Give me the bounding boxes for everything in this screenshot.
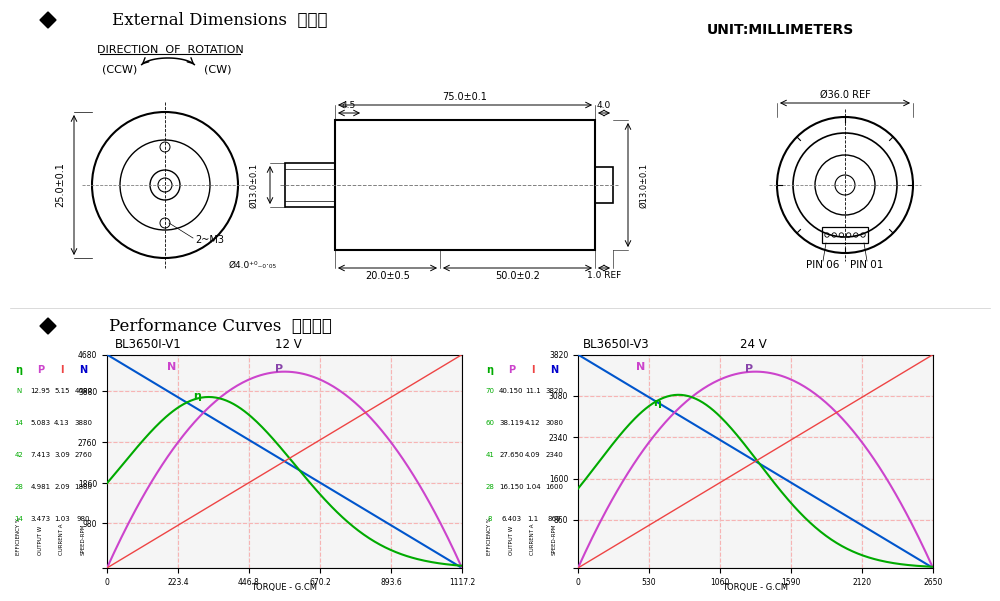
Text: 42: 42 [14, 452, 23, 458]
Text: Ø13.0±0.1: Ø13.0±0.1 [640, 162, 648, 207]
Text: CURRENT A: CURRENT A [530, 523, 535, 555]
Text: 4.13: 4.13 [54, 420, 70, 426]
Text: 16.150: 16.150 [499, 484, 524, 490]
Text: 7.413: 7.413 [30, 452, 50, 458]
Text: CURRENT A: CURRENT A [59, 523, 64, 555]
Text: 2760: 2760 [75, 452, 92, 458]
Text: External Dimensions  外形图: External Dimensions 外形图 [112, 11, 328, 28]
Text: 12.95: 12.95 [30, 388, 50, 394]
Text: P: P [275, 364, 284, 374]
Text: N: N [79, 365, 88, 374]
Text: 2.09: 2.09 [54, 484, 70, 490]
Text: N: N [16, 388, 21, 394]
Text: η: η [193, 391, 201, 401]
Text: η: η [15, 365, 22, 374]
Text: Ø13.0±0.1: Ø13.0±0.1 [250, 162, 258, 207]
Text: 1.0 REF: 1.0 REF [587, 272, 621, 281]
Text: 3820: 3820 [546, 388, 563, 394]
Text: 860: 860 [548, 516, 561, 522]
Text: 1.03: 1.03 [54, 516, 70, 522]
Text: η: η [653, 398, 661, 408]
Text: 40.150: 40.150 [499, 388, 524, 394]
Bar [285, 163, 335, 207]
Text: 3.09: 3.09 [54, 452, 70, 458]
Text: EFFICIENCY %: EFFICIENCY % [16, 517, 21, 555]
Text: 60: 60 [485, 420, 494, 426]
Text: 50.0±0.2: 50.0±0.2 [495, 271, 540, 281]
Text: 8: 8 [488, 516, 492, 522]
Text: 28: 28 [14, 484, 23, 490]
X-axis label: TORQUE - G.CM: TORQUE - G.CM [252, 583, 318, 592]
Text: 2340: 2340 [546, 452, 563, 458]
X-axis label: TORQUE - G.CM: TORQUE - G.CM [722, 583, 788, 592]
Text: BL3650I-V3: BL3650I-V3 [583, 338, 650, 350]
Bar [335, 120, 595, 250]
Text: N: N [636, 362, 645, 371]
Text: (CCW): (CCW) [102, 65, 138, 75]
Text: 6.403: 6.403 [501, 516, 521, 522]
Text: P: P [508, 365, 515, 374]
Text: PIN 01: PIN 01 [850, 260, 884, 270]
Text: OUTPUT W: OUTPUT W [509, 526, 514, 555]
Text: 70: 70 [485, 388, 494, 394]
Text: I: I [60, 365, 64, 374]
Text: 4680: 4680 [75, 388, 92, 394]
Text: P: P [745, 364, 754, 374]
Text: DIRECTION  OF  ROTATION: DIRECTION OF ROTATION [97, 45, 243, 55]
Text: N: N [167, 362, 177, 371]
Text: 3.473: 3.473 [30, 516, 50, 522]
Text: BL3650I-V1: BL3650I-V1 [115, 338, 182, 350]
Text: 980: 980 [77, 516, 90, 522]
Text: 1600: 1600 [545, 484, 563, 490]
Text: 38.119: 38.119 [499, 420, 524, 426]
Text: 1.04: 1.04 [525, 484, 541, 490]
Text: 3880: 3880 [74, 420, 92, 426]
Text: UNIT:MILLIMETERS: UNIT:MILLIMETERS [706, 23, 854, 37]
Text: 24 V: 24 V [740, 338, 767, 350]
Text: 2~M3: 2~M3 [195, 235, 224, 245]
Text: SPEED-RPM: SPEED-RPM [552, 523, 557, 555]
Text: N: N [550, 365, 559, 374]
Text: EFFICIENCY %: EFFICIENCY % [487, 517, 492, 555]
Text: 14: 14 [14, 516, 23, 522]
Text: 11.1: 11.1 [525, 388, 541, 394]
Text: 14: 14 [14, 420, 23, 426]
Polygon shape [40, 318, 56, 334]
Text: 5.083: 5.083 [30, 420, 50, 426]
Text: Performance Curves  性能曲线: Performance Curves 性能曲线 [109, 317, 331, 335]
Text: 20.0±0.5: 20.0±0.5 [365, 271, 410, 281]
Bar [822, 227, 868, 243]
Text: 4.0: 4.0 [597, 102, 611, 111]
Text: 1880: 1880 [74, 484, 92, 490]
Text: 4.09: 4.09 [525, 452, 541, 458]
Bar [595, 167, 613, 203]
Text: Ø4.0⁺⁰₋₀‧₀₅: Ø4.0⁺⁰₋₀‧₀₅ [229, 260, 277, 269]
Text: 41: 41 [485, 452, 494, 458]
Text: 25.0±0.1: 25.0±0.1 [55, 162, 65, 207]
Text: PIN 06: PIN 06 [806, 260, 840, 270]
Text: SPEED-RPM: SPEED-RPM [81, 523, 86, 555]
Text: 5.15: 5.15 [54, 388, 70, 394]
Text: η: η [486, 365, 493, 374]
Text: 12 V: 12 V [275, 338, 302, 350]
Text: (CW): (CW) [204, 65, 232, 75]
Text: 4.5: 4.5 [342, 102, 356, 111]
Text: 75.0±0.1: 75.0±0.1 [443, 92, 487, 102]
Polygon shape [40, 12, 56, 28]
Text: Ø36.0 REF: Ø36.0 REF [820, 90, 870, 100]
Text: I: I [531, 365, 535, 374]
Text: 27.650: 27.650 [499, 452, 524, 458]
Text: P: P [37, 365, 44, 374]
Text: OUTPUT W: OUTPUT W [38, 526, 43, 555]
Text: 4.981: 4.981 [30, 484, 50, 490]
Text: 1.1: 1.1 [527, 516, 539, 522]
Text: 4.12: 4.12 [525, 420, 541, 426]
Text: 28: 28 [485, 484, 494, 490]
Text: 3080: 3080 [545, 420, 563, 426]
